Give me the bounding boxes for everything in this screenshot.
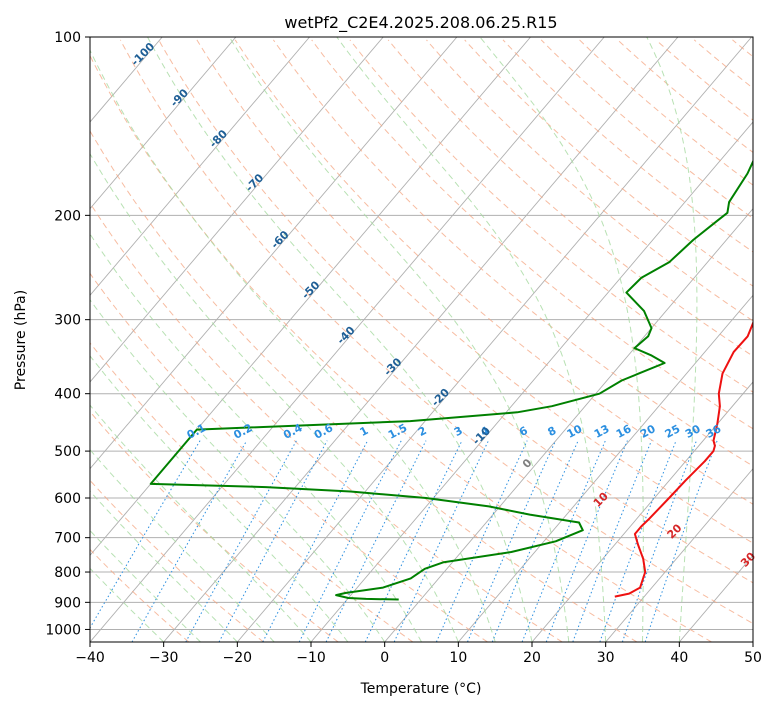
adiabat-label: -80 (207, 127, 230, 150)
y-tick-label: 800 (54, 565, 81, 581)
adiabat-label: -20 (429, 386, 452, 409)
plot-area (0, 32, 775, 642)
isotherm-line (164, 37, 678, 642)
adiabat-label: -40 (334, 324, 357, 347)
mixing-ratio-label: 25 (663, 422, 683, 441)
mixing-ratio-label: 30 (683, 422, 703, 441)
mixing-ratio-line (394, 441, 488, 642)
isotherm-line (0, 37, 310, 642)
mixing-ratio-line (468, 441, 556, 642)
plot-frame (90, 37, 753, 642)
mixing-ratio-label: 16 (614, 422, 634, 441)
dry-adiabat-line (771, 40, 775, 642)
mixing-ratio-line (365, 441, 462, 642)
y-tick-label: 600 (54, 491, 81, 507)
y-tick-label: 100 (54, 30, 81, 46)
x-tick-label: 50 (744, 650, 762, 666)
y-tick-label: 900 (54, 595, 81, 611)
adiabat-label: -10 (470, 424, 493, 447)
y-tick-label: 400 (54, 387, 81, 403)
dry-adiabat-line (197, 40, 775, 642)
x-tick-label: 20 (523, 650, 541, 666)
adiabat-label: 30 (738, 549, 758, 569)
chart-title: wetPf2_C2E4.2025.208.06.25.R15 (284, 13, 557, 33)
dry-adiabat-line (694, 40, 775, 642)
x-tick-label: −10 (296, 650, 326, 666)
dewpoint-line (151, 37, 775, 600)
x-tick-label: 30 (597, 650, 615, 666)
dry-adiabat-line (541, 40, 775, 642)
y-tick-label: 200 (54, 208, 81, 224)
dry-adiabat-line (350, 40, 775, 642)
y-axis-label: Pressure (hPa) (13, 290, 29, 390)
mixing-ratio-line (186, 441, 297, 642)
moist-adiabat-line (0, 32, 274, 642)
mixing-ratio-label: 8 (546, 424, 559, 439)
moist-adiabat-line (0, 32, 422, 642)
dry-adiabat-line (0, 40, 488, 642)
mixing-ratio-line (546, 441, 627, 642)
isotherm-line (0, 37, 383, 642)
dry-adiabat-line (6, 40, 563, 642)
isotherm-line (0, 37, 236, 642)
x-tick-label: 40 (670, 650, 688, 666)
dry-adiabat-line (312, 40, 775, 642)
mixing-ratio-line (263, 441, 368, 642)
isotherm-line (311, 37, 775, 642)
mixing-ratio-line (573, 441, 652, 642)
x-tick-label: −30 (149, 650, 179, 666)
mixing-ratio-label: 36 (704, 422, 724, 441)
dry-adiabat-line (82, 40, 712, 642)
isotherm-line (679, 37, 775, 642)
isotherm-line (753, 37, 775, 642)
y-tick-label: 1000 (45, 622, 81, 638)
x-tick-label: 10 (449, 650, 467, 666)
dry-adiabat-line (235, 40, 775, 642)
adiabat-label: -50 (299, 278, 322, 301)
dry-adiabat-line (0, 40, 413, 642)
x-tick-label: −40 (75, 650, 105, 666)
mixing-ratio-label: 0.4 (281, 421, 305, 442)
temperature-line (615, 37, 775, 597)
isotherm-line (458, 37, 775, 642)
adiabat-label: 20 (665, 521, 685, 541)
dry-adiabat-line (427, 40, 775, 642)
isotherm-line (385, 37, 775, 642)
moist-adiabat-line (0, 32, 311, 642)
adiabat-label: -30 (381, 355, 404, 378)
y-tick-label: 500 (54, 444, 81, 460)
mixing-ratio-label: 1 (358, 424, 371, 439)
isotherm-line (16, 37, 530, 642)
x-tick-label: −20 (223, 650, 253, 666)
mixing-ratio-label: 13 (592, 422, 612, 441)
mixing-ratio-label: 0.2 (231, 421, 254, 442)
x-tick-label: 0 (380, 650, 389, 666)
moist-adiabat-line (0, 32, 201, 642)
adiabat-label: -100 (129, 40, 158, 69)
dry-adiabat-line (733, 40, 775, 642)
y-tick-label: 700 (54, 531, 81, 547)
mixing-ratio-label: 1.5 (386, 421, 409, 442)
mixing-ratio-label: 2 (416, 424, 429, 439)
x-axis-label: Temperature (°C) (360, 681, 482, 697)
dry-adiabat-line (0, 40, 338, 642)
adiabat-label: -60 (268, 228, 291, 251)
moist-adiabat-line (81, 32, 495, 642)
mixing-ratio-label: 10 (565, 422, 585, 441)
y-tick-label: 300 (54, 313, 81, 329)
mixing-ratio-label: 0.1 (185, 421, 208, 442)
dry-adiabat-line (656, 40, 775, 642)
axes: −40 −30 −20 −10 0 10 20 30 40 50 100 200 300 400 500 60… (45, 30, 762, 666)
